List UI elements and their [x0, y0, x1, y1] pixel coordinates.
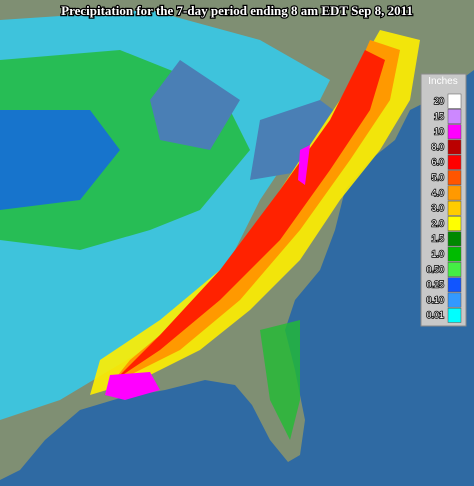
map-title: Precipitation for the 7-day period endin…: [61, 3, 413, 18]
legend-label: 0.10: [426, 295, 444, 305]
legend-swatch: [447, 216, 462, 231]
legend-label: 10: [434, 127, 444, 137]
legend: 20 15 10 8.0 6.0 5.0 4.0 3.0 2.0 1.5 1.0 0.50 0.25 0.…: [426, 93, 462, 323]
legend-label: 5.0: [431, 173, 444, 183]
legend-label: 1.0: [431, 249, 444, 259]
legend-swatch: [447, 154, 462, 170]
legend-swatch: [447, 200, 462, 216]
legend-label: 8.0: [431, 142, 444, 152]
rain-green: [260, 320, 300, 440]
legend-label: 0.50: [426, 264, 444, 274]
legend-swatch: [447, 246, 462, 262]
legend-swatch: [447, 139, 462, 155]
legend-label: 1.5: [431, 234, 444, 244]
legend-label: 20: [434, 96, 444, 106]
legend-label: 2.0: [431, 218, 444, 228]
rain-magenta: [298, 145, 310, 185]
legend-label: 15: [434, 111, 444, 121]
legend-swatch: [447, 185, 462, 201]
rain-blue: [0, 110, 120, 210]
legend-label: 4.0: [431, 188, 444, 198]
legend-label: 0.01: [426, 310, 444, 320]
legend-label: 6.0: [431, 157, 444, 167]
rain-magenta: [105, 372, 160, 400]
rain-red: [115, 50, 385, 380]
legend-swatch: [447, 231, 462, 247]
legend-swatch: [447, 93, 462, 109]
legend-label: 3.0: [431, 203, 444, 213]
lake: [150, 60, 240, 150]
legend-swatch: [447, 292, 462, 308]
legend-title: Inches: [428, 76, 457, 87]
legend-swatch: [447, 109, 462, 124]
legend-swatch: [447, 124, 462, 140]
legend-swatch: [447, 262, 462, 277]
legend-swatch: [447, 277, 462, 293]
legend-swatch: [447, 170, 462, 186]
legend-swatch: [447, 307, 462, 323]
legend-label: 0.25: [426, 280, 444, 290]
